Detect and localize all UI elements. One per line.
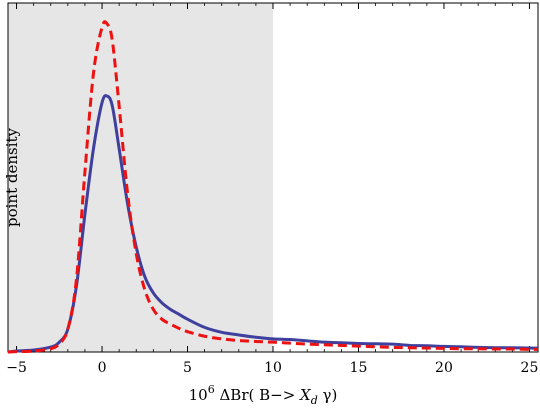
series-layer (7, 20, 539, 354)
x-tick-label: 15 (350, 360, 368, 376)
x-axis-label-subscript: d (311, 394, 318, 407)
x-tick-label: 10 (264, 360, 282, 376)
y-axis-label: point density (3, 127, 21, 227)
x-axis-label-exponent: 6 (208, 383, 215, 396)
dashed-series-line (7, 20, 539, 354)
x-axis-label: 106 ΔBr( B−> Xd γ) (189, 383, 338, 407)
x-axis-label-end: γ) (318, 386, 338, 404)
shaded-region-layer (8, 3, 273, 352)
x-tick-label: 25 (521, 360, 539, 376)
x-axis-ticks: −5 0 5 10 15 20 25 (6, 3, 538, 376)
x-tick-label: 20 (435, 360, 453, 376)
solid-series-line (7, 94, 539, 354)
x-axis-label-mid: ΔBr( B−> (215, 386, 300, 404)
x-axis-label-base: 10 (189, 386, 208, 404)
x-tick-label: −5 (6, 360, 27, 376)
x-tick-label: 0 (98, 360, 107, 376)
x-tick-label: 5 (183, 360, 192, 376)
shaded-region (8, 3, 273, 352)
x-axis-label-variable: X (299, 386, 312, 404)
